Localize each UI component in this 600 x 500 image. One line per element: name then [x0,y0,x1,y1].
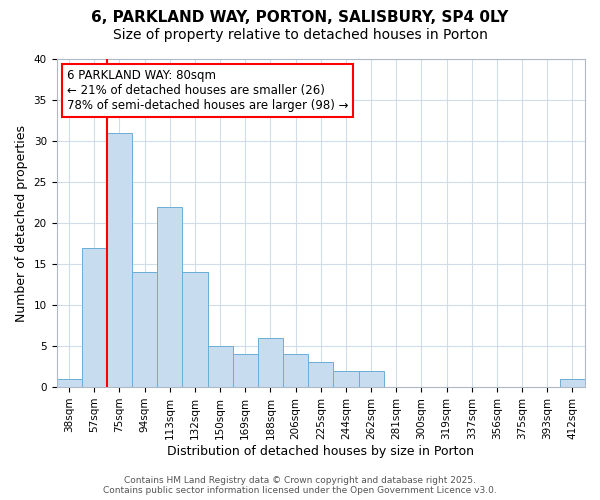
Text: Contains HM Land Registry data © Crown copyright and database right 2025.
Contai: Contains HM Land Registry data © Crown c… [103,476,497,495]
Bar [208,346,233,387]
Bar [359,370,383,387]
Bar [334,370,359,387]
Bar [560,379,585,387]
Bar [56,379,82,387]
Bar [308,362,334,387]
Bar [82,248,107,387]
X-axis label: Distribution of detached houses by size in Porton: Distribution of detached houses by size … [167,444,474,458]
Bar [107,133,132,387]
Bar [157,206,182,387]
Bar [283,354,308,387]
Bar [182,272,208,387]
Bar [258,338,283,387]
Text: 6 PARKLAND WAY: 80sqm
← 21% of detached houses are smaller (26)
78% of semi-deta: 6 PARKLAND WAY: 80sqm ← 21% of detached … [67,69,349,112]
Text: Size of property relative to detached houses in Porton: Size of property relative to detached ho… [113,28,487,42]
Text: 6, PARKLAND WAY, PORTON, SALISBURY, SP4 0LY: 6, PARKLAND WAY, PORTON, SALISBURY, SP4 … [91,10,509,25]
Y-axis label: Number of detached properties: Number of detached properties [15,124,28,322]
Bar [132,272,157,387]
Bar [233,354,258,387]
